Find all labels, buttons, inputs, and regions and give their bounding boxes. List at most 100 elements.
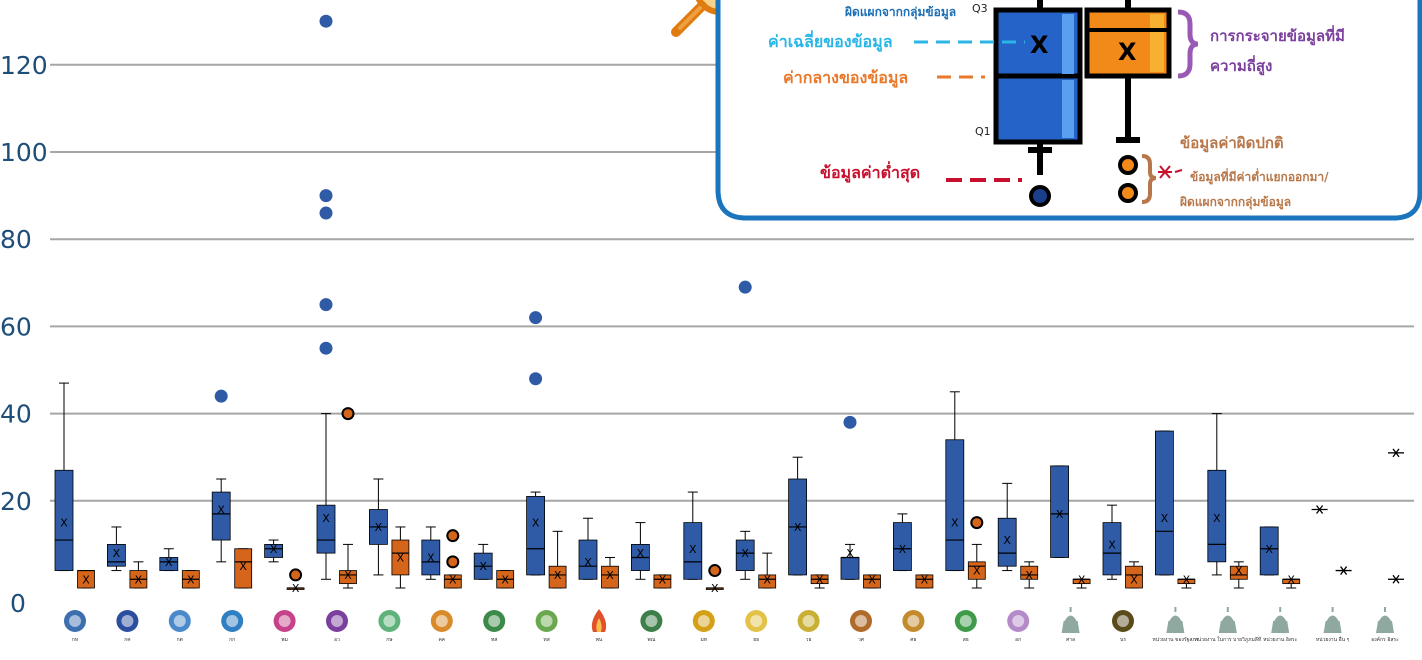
mean-marker: X [1025, 569, 1033, 582]
mean-marker: X [165, 556, 173, 569]
box-iqr [578, 539, 598, 580]
legend-spread-brace [1177, 9, 1199, 79]
box-iqr [601, 565, 619, 589]
box-series-1: X [788, 456, 807, 576]
box-iqr [54, 469, 74, 571]
agency-emblem-icon: วธ [797, 610, 820, 643]
box-series-1: X [1155, 430, 1174, 576]
agency-emblem-icon: ทส [483, 610, 506, 643]
agency-emblem-icon: หน่วยงาน อื่น ๆ [1316, 607, 1350, 643]
agency-emblem-icon: ยธ [745, 610, 768, 643]
emblem-center [226, 615, 239, 627]
agency-code-label: ทส [491, 637, 497, 643]
mean-marker: X [322, 512, 330, 525]
y-tick-label: 80 [0, 225, 32, 254]
y-tick-label: 0 [10, 589, 26, 618]
box-series-1: X [1050, 465, 1069, 558]
legend-mean-label: ค่าเฉลี่ยของข้อมูล [768, 30, 893, 53]
box-series-2: X [758, 552, 777, 589]
box-series-1: X [421, 526, 441, 580]
building-dome [1379, 615, 1391, 621]
marker-slash-2 [1340, 566, 1348, 575]
legend-outlier-brace [1141, 154, 1157, 204]
outlier-point [214, 389, 228, 403]
outlier-point [319, 189, 333, 203]
marker-slash-2 [1392, 448, 1400, 458]
box-series-2: X [1282, 573, 1301, 589]
outlier-point [843, 415, 857, 429]
agency-emblem-icon: องค์กร อิสระ [1371, 607, 1399, 643]
plot-area: X X X X X X X X X X X X X X X X X X X X X X X X X X X X X X X X X X X X X X X X… [54, 14, 1404, 595]
box-iqr [840, 557, 860, 580]
agency-emblem-icon: กห [64, 610, 86, 643]
emblem-center [173, 615, 186, 627]
box-series-1: X [368, 478, 388, 576]
agency-emblem-icon: กก [221, 610, 244, 643]
building-base [1218, 621, 1237, 633]
mean-marker: X [606, 569, 614, 582]
mean-marker: X [344, 569, 352, 582]
box-iqr [915, 574, 934, 589]
building-spire [1279, 607, 1282, 612]
box-iqr [391, 539, 410, 576]
agency-code-label: ศาล [1066, 637, 1075, 643]
legend-q1-label: Q1 [975, 125, 991, 138]
agency-code-label: หน่วยงาน ของรัฐสภา [1152, 637, 1198, 643]
box-iqr [945, 439, 965, 571]
mean-marker: X [763, 573, 771, 586]
box-iqr [526, 496, 545, 576]
agency-code-label: กห [72, 637, 78, 643]
legend-median-label: ค่ากลางของข้อมูล [783, 68, 908, 89]
mean-marker: X [921, 573, 929, 586]
box-iqr [548, 565, 567, 589]
box-iqr [234, 548, 253, 589]
mean-marker: X [292, 582, 300, 595]
legend-orange-box [1084, 0, 1172, 203]
outlier-point [289, 568, 303, 582]
agency-code-label: อว [334, 637, 340, 643]
outlier-point [529, 311, 543, 325]
box-iqr [421, 539, 441, 576]
emblem-center [331, 615, 343, 627]
box-iqr [863, 574, 881, 589]
agency-emblem-icon: ศาล [1061, 607, 1080, 643]
agency-emblem-icon: พน [591, 609, 607, 643]
agency-code-label: สธ [963, 637, 969, 643]
box-series-1: X [893, 513, 912, 572]
mean-marker: X [794, 521, 802, 534]
mean-marker: X [1130, 573, 1138, 586]
agency-emblem-icon: หน่วยงาน ของรัฐสภา [1152, 607, 1199, 643]
mean-marker: X [270, 543, 278, 556]
mean-marker: X [973, 565, 981, 578]
box-iqr [997, 517, 1017, 567]
legend-q3-label: Q3 [972, 2, 988, 15]
box-iqr [1259, 526, 1279, 576]
agency-code-label: มท [701, 637, 708, 643]
box-iqr [1050, 465, 1069, 558]
legend-panel: ผิดแผกจากกลุ่มข้อมูล Q3 Q1 X X [715, 0, 1422, 221]
mean-marker: X [637, 547, 645, 560]
agency-code-label: องค์กร อิสระ [1371, 636, 1399, 643]
mean-marker: X [217, 504, 225, 517]
building-spire [1331, 607, 1334, 612]
agency-code-label: คค [438, 637, 445, 643]
mean-marker: X [1161, 512, 1169, 525]
legend-spread-label-2: ความถี่สูง [1210, 55, 1272, 76]
box-series-2: X [1020, 561, 1039, 589]
box-series-2: X [1177, 573, 1196, 589]
x-axis-agency-icons: กห กค กต กก พม อว กษ คค ทส ทส พน พณ มท ยธ วธ วศ ศธ สธ อก ศา… [64, 607, 1399, 643]
y-tick-label: 100 [0, 138, 48, 167]
box-series-2: X [653, 573, 672, 589]
legend-asterisk-icon [1158, 165, 1183, 179]
outlier-point [341, 407, 355, 421]
mean-marker: X [135, 573, 143, 586]
box-series-1: X [840, 415, 860, 580]
box-iqr [159, 557, 179, 571]
building-dome [1221, 615, 1234, 621]
mean-marker: X [532, 517, 540, 530]
building-base [1376, 621, 1394, 633]
box-series-1: X [945, 391, 965, 572]
emblem-center [383, 615, 396, 627]
outlier-point [319, 298, 333, 312]
